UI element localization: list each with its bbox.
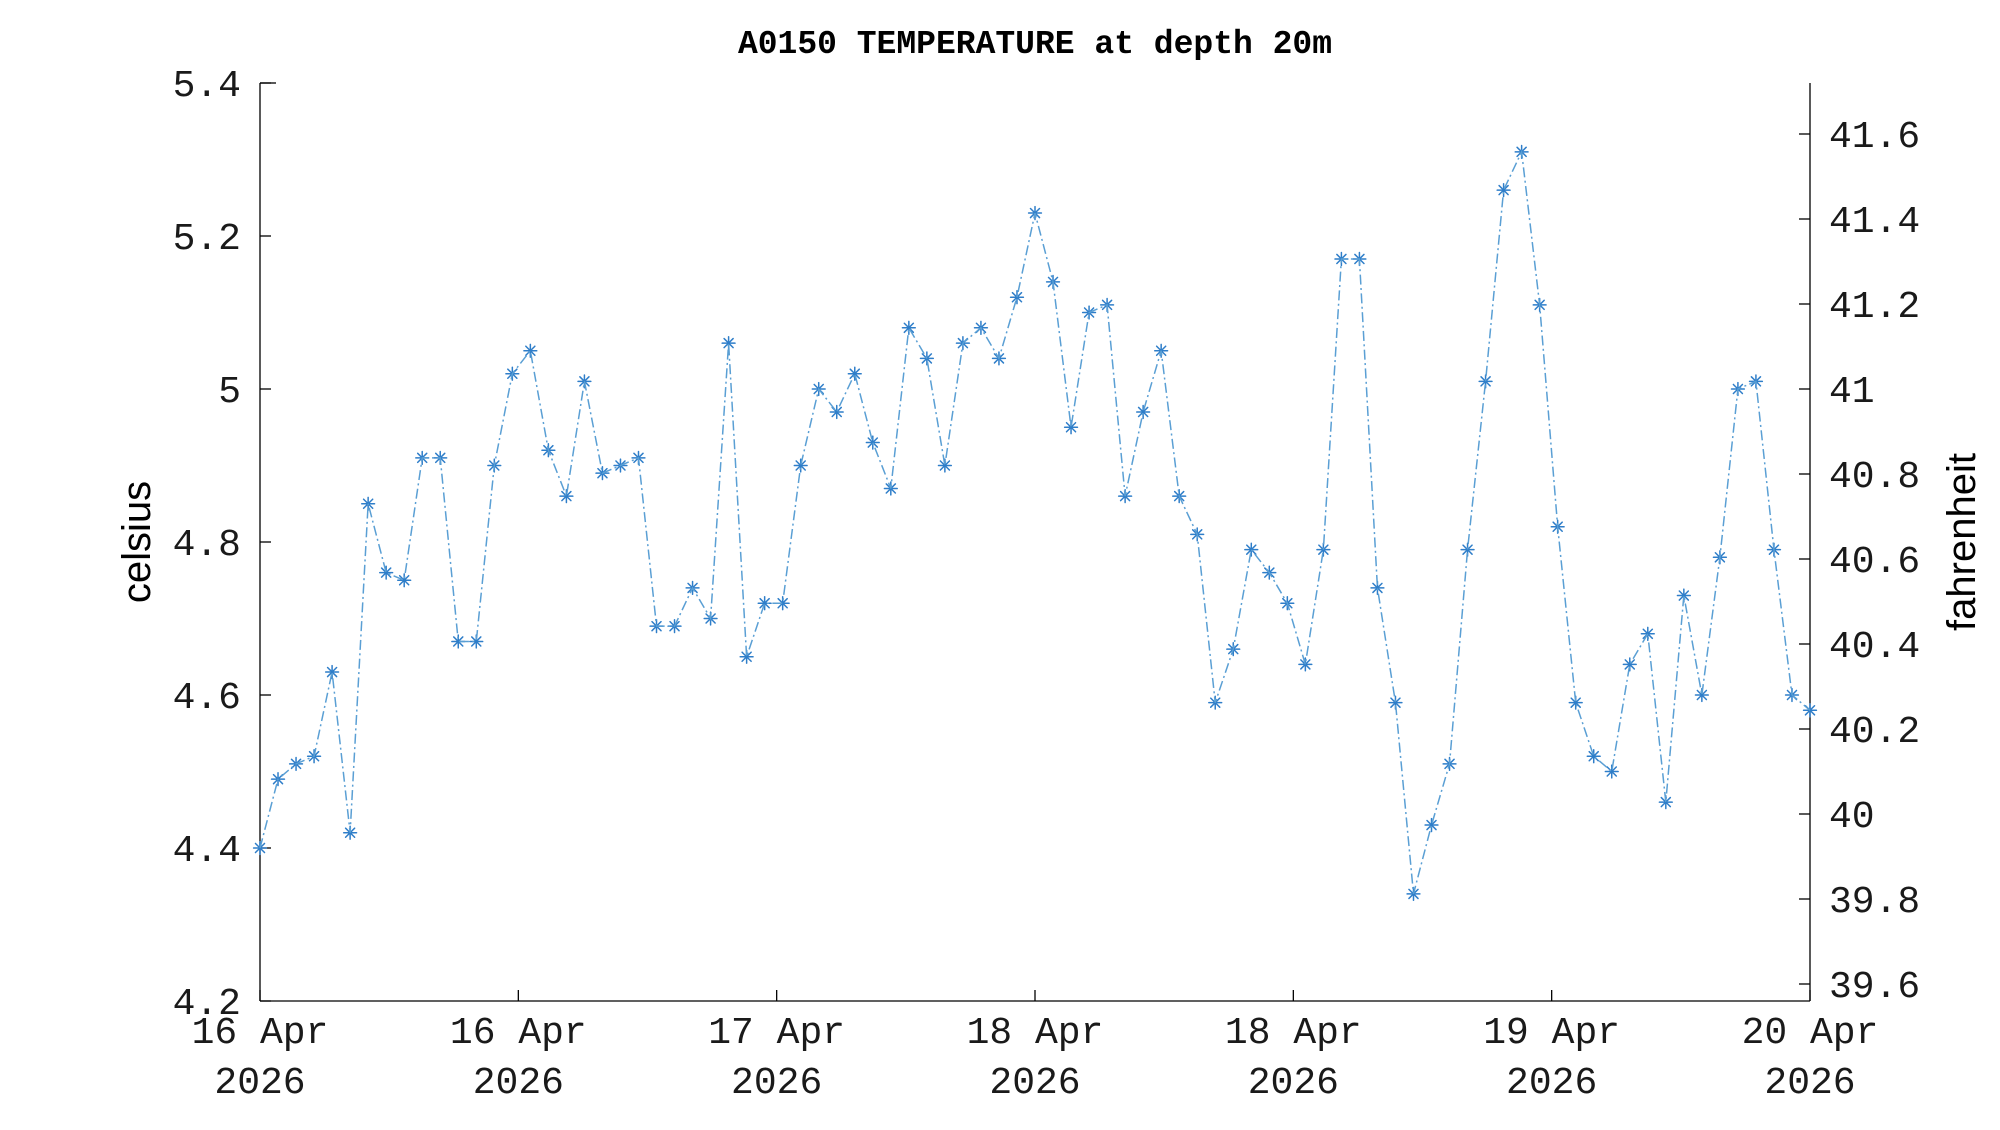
svg-text:2026: 2026 <box>214 1062 305 1105</box>
svg-text:40.6: 40.6 <box>1829 541 1920 584</box>
svg-text:41.2: 41.2 <box>1829 286 1920 329</box>
svg-text:41.4: 41.4 <box>1829 201 1920 244</box>
svg-text:16 Apr: 16 Apr <box>192 1012 329 1055</box>
svg-text:40.2: 40.2 <box>1829 711 1920 754</box>
svg-text:2026: 2026 <box>731 1062 822 1105</box>
svg-text:40.4: 40.4 <box>1829 626 1920 669</box>
svg-text:18 Apr: 18 Apr <box>1225 1012 1362 1055</box>
svg-text:A0150 TEMPERATURE at depth 20m: A0150 TEMPERATURE at depth 20m <box>738 26 1332 63</box>
svg-text:20 Apr: 20 Apr <box>1742 1012 1879 1055</box>
svg-text:fahrenheit: fahrenheit <box>1940 453 1984 631</box>
svg-text:5: 5 <box>218 371 241 414</box>
svg-text:40.8: 40.8 <box>1829 456 1920 499</box>
svg-text:40: 40 <box>1829 796 1875 839</box>
svg-text:41: 41 <box>1829 371 1875 414</box>
svg-text:celsius: celsius <box>115 481 159 603</box>
svg-text:17 Apr: 17 Apr <box>708 1012 845 1055</box>
svg-text:2026: 2026 <box>473 1062 564 1105</box>
svg-text:41.6: 41.6 <box>1829 116 1920 159</box>
svg-text:2026: 2026 <box>1248 1062 1339 1105</box>
svg-text:4.4: 4.4 <box>173 830 241 873</box>
svg-text:2026: 2026 <box>1506 1062 1597 1105</box>
svg-text:39.8: 39.8 <box>1829 881 1920 924</box>
svg-text:4.8: 4.8 <box>173 524 241 567</box>
svg-text:5.2: 5.2 <box>173 218 241 261</box>
svg-text:18 Apr: 18 Apr <box>967 1012 1104 1055</box>
svg-text:2026: 2026 <box>1764 1062 1855 1105</box>
svg-text:16 Apr: 16 Apr <box>450 1012 587 1055</box>
svg-text:39.6: 39.6 <box>1829 966 1920 1009</box>
svg-text:4.6: 4.6 <box>173 677 241 720</box>
svg-text:5.4: 5.4 <box>173 65 241 108</box>
svg-text:2026: 2026 <box>989 1062 1080 1105</box>
svg-text:19 Apr: 19 Apr <box>1483 1012 1620 1055</box>
